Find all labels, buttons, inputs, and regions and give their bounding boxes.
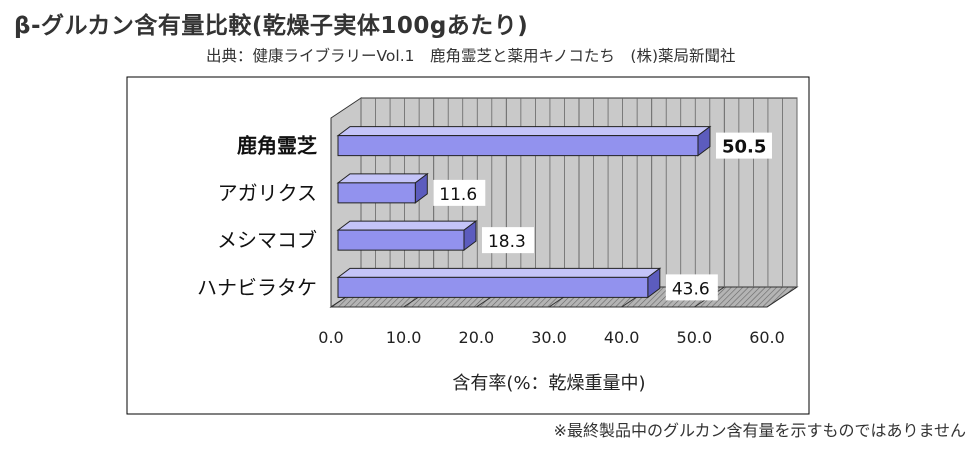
bar-top-face [336, 220, 478, 231]
x-axis-label: 含有率(%：乾燥重量中) [452, 373, 645, 394]
category-label: 鹿角霊芝 [237, 134, 317, 158]
x-tick-label: 0.0 [318, 328, 343, 347]
data-label: 50.5 [722, 137, 766, 158]
chart-title: β-グルカン含有量比較(乾燥子実体100gあたり) [14, 13, 529, 39]
bar-top-face [336, 173, 429, 184]
x-tick-label: 20.0 [459, 328, 495, 347]
data-label-box [665, 274, 718, 301]
x-tick-label: 50.0 [677, 328, 713, 347]
x-tick-label: 30.0 [531, 328, 567, 347]
bar [337, 182, 416, 204]
data-label-box [481, 227, 534, 254]
chart-source: 出典：健康ライブラリーVol.1 鹿角霊芝と薬用キノコたち (株)薬局新聞社 [206, 47, 736, 65]
bar-top-face [336, 126, 712, 137]
category-label: アガリクス [218, 181, 317, 205]
bar [337, 135, 699, 157]
x-tick-label: 60.0 [749, 328, 785, 347]
bar [337, 229, 465, 251]
category-label: メシマコブ [217, 228, 317, 252]
x-tick-label: 10.0 [386, 328, 422, 347]
data-label: 43.6 [672, 279, 710, 299]
bar-top-face [336, 267, 662, 278]
data-label: 18.3 [488, 232, 526, 252]
data-label-box [715, 132, 772, 159]
data-label-box [433, 179, 486, 206]
floor-gridline [766, 286, 798, 308]
data-label: 11.6 [439, 185, 477, 205]
bar [337, 276, 649, 298]
category-label: ハナビラタケ [197, 275, 317, 299]
x-tick-label: 40.0 [604, 328, 640, 347]
footnote: ※最終製品中のグルカン含有量を示すものではありません [553, 421, 966, 440]
